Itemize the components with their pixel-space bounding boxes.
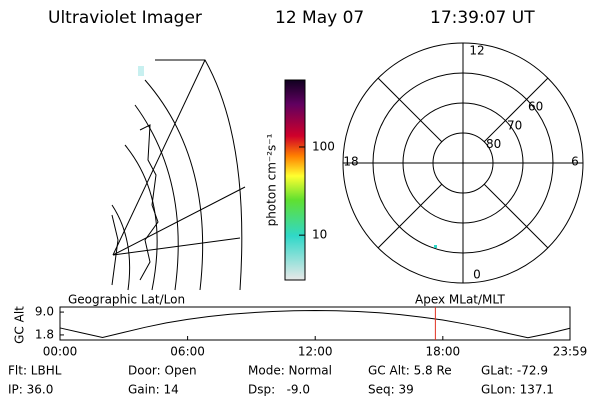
polar-spoke: [377, 183, 443, 249]
lat-label: 60: [528, 100, 543, 114]
info-field: IP: 36.0: [8, 383, 53, 397]
plot-frame: [59, 306, 571, 341]
map-label: Geographic Lat/Lon: [68, 293, 185, 307]
info-field: Mode: Normal: [248, 364, 332, 378]
colorbar-label: photon cm⁻²s⁻¹: [265, 133, 279, 226]
x-tick-label: 18:00: [426, 345, 461, 359]
date: 12 May 07: [275, 8, 364, 28]
x-tick-label: 06:00: [170, 345, 205, 359]
lat-label: 70: [507, 118, 522, 132]
polar-label: Apex MLat/MLT: [415, 293, 505, 307]
y-tick-label: 9.0: [35, 305, 54, 319]
info-field: Door: Open: [128, 364, 197, 378]
map: [111, 59, 246, 291]
x-tick-label: 00:00: [43, 345, 78, 359]
time: 17:39:07 UT: [430, 8, 535, 28]
info-field: GC Alt: 5.8 Re: [368, 364, 452, 378]
polar-spoke: [377, 77, 443, 143]
emission-pixel: [434, 245, 437, 248]
lat-label: 80: [486, 137, 501, 151]
mlt-label: 0: [473, 268, 481, 282]
info-field: Seq: 39: [368, 383, 414, 397]
colorbar-tick-label: 10: [312, 228, 327, 242]
colorbar: [284, 79, 306, 281]
mlt-label: 12: [469, 44, 484, 58]
info-field: Dsp: -9.0: [248, 383, 310, 397]
x-tick-label: 23:59: [553, 345, 588, 359]
colorbar-tick-label: 100: [312, 139, 335, 153]
polar-spoke: [483, 77, 549, 143]
info-field: Gain: 14: [128, 383, 179, 397]
y-tick-label: 1.8: [35, 327, 54, 341]
info-field: Flt: LBHL: [8, 364, 62, 378]
info-field: GLon: 137.1: [481, 383, 554, 397]
gc-alt-line: [59, 309, 571, 339]
y-axis-label: GC Alt: [13, 306, 27, 344]
mlt-label: 18: [343, 155, 358, 169]
mlt-label: 6: [571, 155, 579, 169]
info-field: GLat: -72.9: [481, 364, 548, 378]
title: Ultraviolet Imager: [48, 8, 202, 28]
x-tick-label: 12:00: [298, 345, 333, 359]
polar-spoke: [483, 183, 549, 249]
